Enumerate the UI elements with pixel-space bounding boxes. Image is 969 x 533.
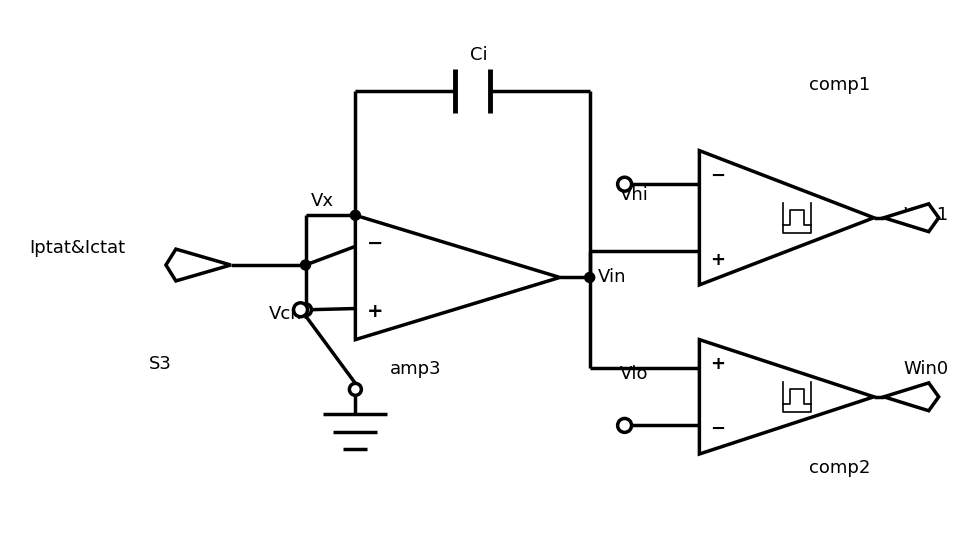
Text: +: + xyxy=(709,251,724,269)
Text: +: + xyxy=(366,302,383,321)
Text: Vx: Vx xyxy=(310,192,333,211)
Text: Vin: Vin xyxy=(597,268,626,286)
Text: Vhi: Vhi xyxy=(619,187,648,204)
Circle shape xyxy=(300,260,310,270)
Text: amp3: amp3 xyxy=(390,360,442,377)
Polygon shape xyxy=(883,204,938,232)
Polygon shape xyxy=(166,249,231,281)
Text: Win0: Win0 xyxy=(903,360,948,378)
Text: comp1: comp1 xyxy=(808,76,869,94)
Text: +: + xyxy=(709,356,724,374)
Text: Iptat&Ictat: Iptat&Ictat xyxy=(29,239,125,257)
Text: Vlo: Vlo xyxy=(619,366,647,383)
Circle shape xyxy=(350,211,360,220)
Circle shape xyxy=(584,272,594,282)
Circle shape xyxy=(617,418,631,432)
Circle shape xyxy=(294,303,307,317)
Text: −: − xyxy=(709,420,724,438)
Text: Vcm: Vcm xyxy=(268,305,308,323)
Text: comp2: comp2 xyxy=(808,459,869,477)
Text: Win1: Win1 xyxy=(903,206,948,224)
Text: Ci: Ci xyxy=(470,46,487,64)
Text: S3: S3 xyxy=(149,356,172,374)
Text: −: − xyxy=(709,166,724,184)
Circle shape xyxy=(299,304,311,316)
Polygon shape xyxy=(883,383,938,411)
Circle shape xyxy=(617,177,631,191)
Text: −: − xyxy=(366,233,383,253)
Circle shape xyxy=(349,383,361,395)
